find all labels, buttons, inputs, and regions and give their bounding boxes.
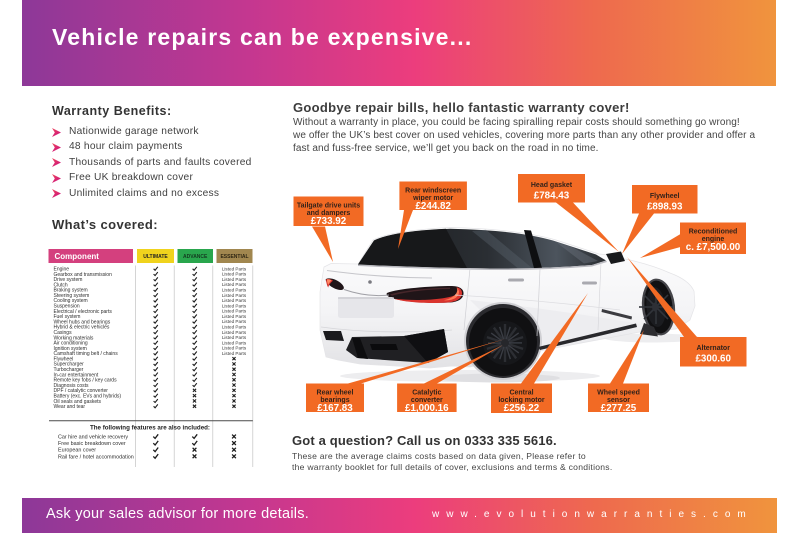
svg-text:Camshaft timing belt / chains: Camshaft timing belt / chains xyxy=(54,351,119,357)
svg-text:Air conditioning: Air conditioning xyxy=(54,341,88,347)
svg-text:Hybrid & electric vehicles: Hybrid & electric vehicles xyxy=(54,325,110,331)
svg-text:Fuel system: Fuel system xyxy=(54,314,81,320)
svg-text:Braking system: Braking system xyxy=(54,288,88,294)
svg-text:Listed Parts: Listed Parts xyxy=(222,314,247,319)
svg-text:DPF / catalytic converter: DPF / catalytic converter xyxy=(54,388,109,394)
svg-text:Working materials: Working materials xyxy=(54,335,94,341)
svg-text:Battery (exc. EVs and hybrids): Battery (exc. EVs and hybrids) xyxy=(54,394,122,400)
svg-text:Alternator: Alternator xyxy=(696,345,730,352)
svg-text:Listed Parts: Listed Parts xyxy=(222,346,247,351)
svg-text:Oil seals and gaskets: Oil seals and gaskets xyxy=(54,399,102,405)
svg-text:Listed Parts: Listed Parts xyxy=(222,272,247,277)
svg-text:Rail fare / hotel accommodatio: Rail fare / hotel accommodation xyxy=(58,454,134,460)
svg-text:European cover: European cover xyxy=(58,448,96,454)
svg-text:Steering system: Steering system xyxy=(54,293,90,299)
svg-text:Listed Parts: Listed Parts xyxy=(222,266,247,271)
svg-text:Casings: Casings xyxy=(54,330,73,336)
svg-text:£300.60: £300.60 xyxy=(695,353,731,364)
svg-text:Listed Parts: Listed Parts xyxy=(222,319,247,324)
svg-text:c. £7,500.00: c. £7,500.00 xyxy=(686,242,741,253)
svg-text:Remote key fobs / key cards: Remote key fobs / key cards xyxy=(54,378,118,384)
svg-text:£244.82: £244.82 xyxy=(415,201,451,212)
svg-text:ESSENTIAL: ESSENTIAL xyxy=(220,254,248,260)
svg-text:Listed Parts: Listed Parts xyxy=(222,330,247,335)
svg-text:Listed Parts: Listed Parts xyxy=(222,335,247,340)
svg-text:£256.22: £256.22 xyxy=(504,403,540,414)
svg-text:locking motor: locking motor xyxy=(498,397,545,404)
svg-text:Tailgate drive units: Tailgate drive units xyxy=(297,202,360,209)
svg-text:Rear windscreen: Rear windscreen xyxy=(405,187,461,194)
svg-text:Listed Parts: Listed Parts xyxy=(222,288,247,293)
svg-text:ULTIMATE: ULTIMATE xyxy=(143,254,168,260)
svg-text:Cooling system: Cooling system xyxy=(54,298,88,304)
svg-text:Turbocharger: Turbocharger xyxy=(54,367,84,373)
svg-text:and dampers: and dampers xyxy=(307,210,351,217)
svg-text:In-car entertainment: In-car entertainment xyxy=(54,372,99,378)
svg-text:wiper motor: wiper motor xyxy=(412,195,453,202)
svg-text:£784.43: £784.43 xyxy=(534,190,570,201)
svg-text:Central: Central xyxy=(509,389,533,396)
svg-text:Rear wheel: Rear wheel xyxy=(317,389,354,396)
svg-text:£1,000.16: £1,000.16 xyxy=(405,403,449,414)
svg-text:converter: converter xyxy=(411,397,443,404)
svg-text:Listed Parts: Listed Parts xyxy=(222,277,247,282)
svg-text:Listed Parts: Listed Parts xyxy=(222,340,247,345)
svg-text:Listed Parts: Listed Parts xyxy=(222,309,247,314)
svg-text:Reconditioned: Reconditioned xyxy=(689,228,738,235)
svg-text:Car hire and vehicle recovery: Car hire and vehicle recovery xyxy=(58,435,128,441)
svg-text:Listed Parts: Listed Parts xyxy=(222,282,247,287)
svg-text:Engine: Engine xyxy=(54,267,70,273)
svg-text:engine: engine xyxy=(702,236,725,243)
svg-text:Clutch: Clutch xyxy=(54,282,68,288)
svg-text:Catalytic: Catalytic xyxy=(412,389,441,396)
svg-text:Flywheel: Flywheel xyxy=(54,356,74,362)
svg-text:Ignition system: Ignition system xyxy=(54,346,87,352)
svg-text:sensor: sensor xyxy=(607,397,630,404)
svg-text:Wheel speed: Wheel speed xyxy=(597,389,640,396)
svg-text:£167.83: £167.83 xyxy=(317,403,353,414)
svg-text:Listed Parts: Listed Parts xyxy=(222,298,247,303)
svg-text:Suspension: Suspension xyxy=(54,304,80,310)
svg-text:Wheel hubs and bearings: Wheel hubs and bearings xyxy=(54,319,111,325)
svg-text:£277.25: £277.25 xyxy=(601,403,637,414)
svg-text:Component: Component xyxy=(55,252,100,261)
svg-text:Gearbox and transmission: Gearbox and transmission xyxy=(54,272,113,278)
svg-text:The following features are als: The following features are also included… xyxy=(90,425,210,432)
svg-text:Listed Parts: Listed Parts xyxy=(222,351,247,356)
svg-text:£733.92: £733.92 xyxy=(311,216,347,227)
svg-text:£898.93: £898.93 xyxy=(647,201,683,212)
svg-text:bearings: bearings xyxy=(320,397,349,404)
svg-text:Supercharger: Supercharger xyxy=(54,362,85,368)
svg-text:Drive system: Drive system xyxy=(54,277,83,283)
svg-text:ADVANCE: ADVANCE xyxy=(183,254,208,260)
svg-text:Listed Parts: Listed Parts xyxy=(222,303,247,308)
svg-text:Head gasket: Head gasket xyxy=(531,182,573,189)
svg-text:Wear and tear: Wear and tear xyxy=(54,404,86,410)
svg-text:Flywheel: Flywheel xyxy=(650,193,680,200)
svg-text:Listed Parts: Listed Parts xyxy=(222,325,247,330)
svg-text:Listed Parts: Listed Parts xyxy=(222,293,247,298)
svg-text:Free basic breakdown cover: Free basic breakdown cover xyxy=(58,441,126,447)
svg-text:Electrical / electronic parts: Electrical / electronic parts xyxy=(54,309,113,315)
svg-text:Diagnosis costs: Diagnosis costs xyxy=(54,383,90,389)
